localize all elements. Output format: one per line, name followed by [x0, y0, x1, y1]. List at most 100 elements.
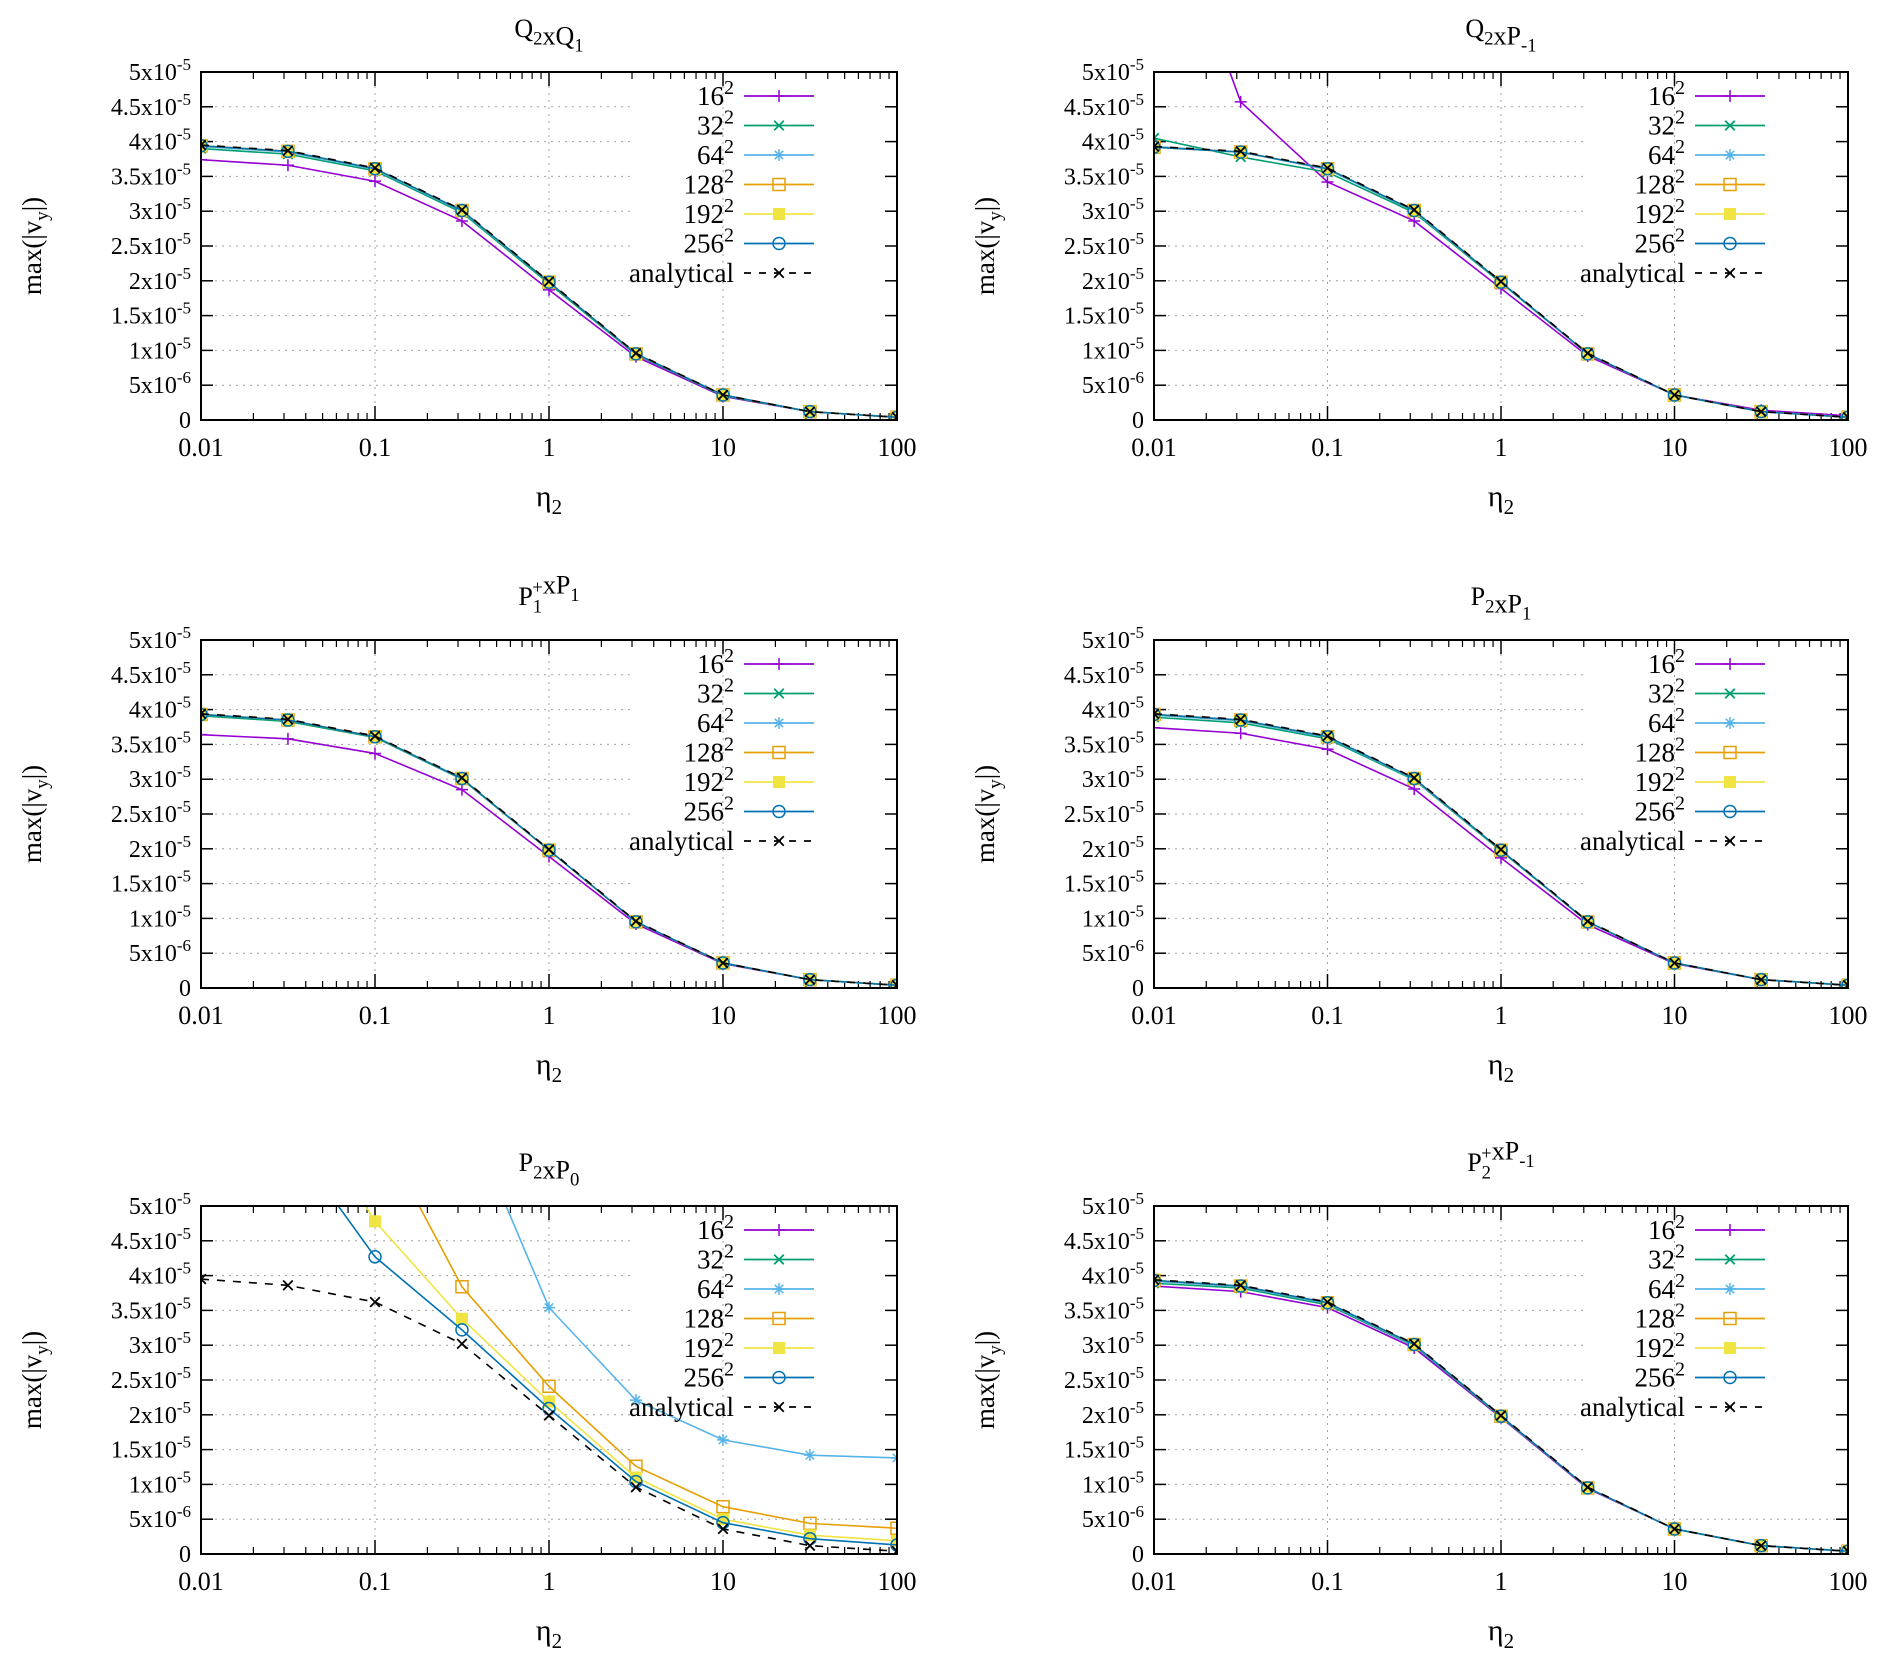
legend-marker [773, 776, 785, 788]
y-tick-label: 3.5x10-5 [1064, 159, 1144, 190]
data-point [1235, 1279, 1247, 1291]
chart-panel: 0 5x10-6 1x10-51.5x10-5 2x10-5 2.5x10-5 3x10-… [970, 14, 1868, 519]
data-point [1321, 175, 1334, 188]
series-group [1154, 1273, 1848, 1554]
data-point [1322, 1296, 1333, 1308]
plot-frame [200, 71, 898, 421]
legend-marker [1724, 90, 1736, 102]
x-axis-label: η2 [1488, 480, 1514, 519]
legend-label: 322 [1648, 1241, 1685, 1275]
legend-marker [1724, 120, 1736, 131]
legend-label: 1282 [1635, 166, 1686, 200]
y-tick-label: 1.5x10-5 [1064, 299, 1144, 330]
data-point [1495, 1410, 1507, 1421]
series-group [201, 434, 897, 1554]
legend-label: 2562 [684, 793, 735, 827]
x-tick-label: 1 [543, 1001, 556, 1030]
x-axis-label: η2 [536, 1614, 562, 1653]
chart-title: P1+xP1 [518, 571, 579, 618]
data-point [455, 1323, 469, 1337]
legend-marker [773, 267, 785, 279]
data-point [1235, 713, 1247, 725]
legend-marker [1724, 267, 1736, 279]
data-point [717, 389, 729, 401]
data-point [369, 162, 381, 174]
data-point [1494, 1409, 1508, 1423]
x-tick-label: 100 [1829, 1567, 1868, 1596]
data-point [630, 915, 642, 927]
data-point [1841, 1544, 1848, 1554]
legend-label: 162 [697, 1211, 734, 1245]
chart-panel: 0 5x10-6 1x10-51.5x10-5 2x10-5 2.5x10-5 3x10-… [970, 1137, 1868, 1653]
series-line-256-2 [337, 1206, 897, 1546]
data-point [281, 144, 295, 159]
y-tick-label: 1.5x10-5 [1064, 1433, 1144, 1464]
data-point [368, 161, 382, 176]
legend-label: 1922 [1635, 195, 1686, 229]
data-point [201, 153, 207, 166]
legend-marker [1724, 688, 1736, 699]
data-point [543, 1301, 555, 1314]
data-point [455, 771, 469, 786]
y-tick-label: 0 [1132, 1542, 1144, 1568]
legend-marker [1724, 149, 1736, 161]
chart-panel: 0 5x10-6 1x10-51.5x10-5 2x10-5 2.5x10-5 3x10-… [17, 14, 917, 519]
data-point [282, 1130, 294, 1142]
x-tick-label: 1 [543, 1567, 556, 1596]
y-tick-label: 4x10-5 [129, 125, 191, 156]
x-tick-label: 0.1 [359, 1567, 392, 1596]
data-point [1494, 843, 1508, 857]
legend-marker [773, 1401, 785, 1413]
plot-frame [1153, 71, 1849, 421]
legend-label: 1282 [684, 734, 735, 768]
x-axis-label: η2 [1488, 1048, 1514, 1087]
data-point [1754, 972, 1768, 987]
data-point [1320, 161, 1335, 176]
data-point [804, 974, 816, 986]
data-point [1234, 95, 1247, 108]
legend-label: 2562 [1635, 225, 1686, 259]
y-tick-label: 4x10-5 [1082, 693, 1144, 724]
y-tick-label: 4.5x10-5 [111, 658, 191, 689]
y-tick-label: 3x10-5 [129, 762, 191, 793]
series-line-128-2 [418, 1206, 897, 1530]
legend-label: 1922 [684, 195, 735, 229]
data-point [890, 1521, 897, 1535]
legend-label: 642 [1648, 1270, 1685, 1304]
data-point [369, 1116, 381, 1128]
data-point [1233, 1279, 1248, 1293]
data-point [1669, 1523, 1680, 1535]
data-point [891, 979, 897, 988]
y-tick-label: 4x10-5 [1082, 1259, 1144, 1290]
x-tick-label: 1 [1495, 433, 1508, 462]
data-point [282, 434, 294, 446]
y-tick-label: 3.5x10-5 [1064, 727, 1144, 758]
y-tick-label: 2x10-5 [1082, 264, 1144, 295]
legend-marker [773, 658, 785, 670]
legend-marker [1724, 1342, 1736, 1354]
data-point [1495, 276, 1507, 287]
legend-marker [773, 1342, 785, 1354]
legend-marker [773, 835, 785, 847]
legend-marker [1723, 804, 1737, 819]
y-tick-label: 1.5x10-5 [111, 1433, 191, 1464]
data-point [201, 728, 207, 741]
y-axis-label: max(|vy|) [970, 765, 1006, 863]
legend-label: 322 [1648, 675, 1685, 709]
y-tick-label: 2.5x10-5 [1064, 229, 1144, 260]
data-point [717, 1513, 729, 1526]
y-tick-label: 4x10-5 [129, 693, 191, 724]
y-tick-label: 1.5x10-5 [111, 867, 191, 898]
legend-marker [772, 745, 786, 760]
y-tick-label: 0 [179, 976, 191, 1002]
data-point [804, 406, 816, 418]
x-tick-label: 10 [710, 1567, 736, 1596]
y-tick-label: 4x10-5 [129, 1259, 191, 1290]
legend-label: 322 [1648, 107, 1685, 141]
data-point [1233, 713, 1248, 727]
